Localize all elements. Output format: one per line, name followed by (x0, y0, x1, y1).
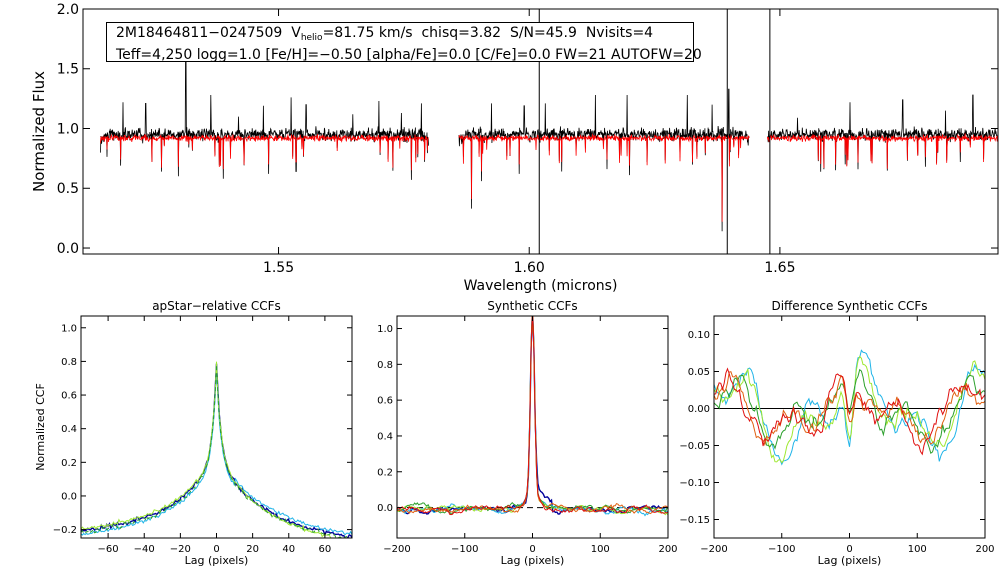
ccf-series-visit-5 (397, 316, 668, 515)
chart-ccf-difference: −200 −100 0 100 200 −0.15 −0.10 −0.05 0.00 0.05 0.… (679, 299, 994, 567)
x-axis-label: Wavelength (microns) (464, 278, 618, 294)
ccf-series-visit-2 (397, 316, 668, 517)
x-axis-label: Lag (pixels) (501, 554, 565, 567)
y-tick-label: 0.0 (61, 491, 77, 502)
y-tick-label: 2.0 (57, 2, 79, 18)
spectrum-info-box: 2M18464811−0247509 Vhelio=81.75 km/s chi… (106, 22, 702, 63)
x-tick-label: −40 (134, 544, 155, 555)
model-spectrum-chip-1 (100, 133, 429, 171)
x-tick-label: 0 (846, 544, 852, 555)
x-axis-label: Lag (pixels) (185, 554, 249, 567)
model-spectrum-chip-3 (767, 133, 998, 169)
y-tick-label: −0.2 (53, 525, 77, 536)
x-tick-label: 200 (658, 544, 677, 555)
y-tick-label: 1.0 (61, 323, 77, 334)
x-tick-label: 1.55 (263, 260, 294, 276)
x-tick-label: −200 (700, 544, 727, 555)
y-tick-label: 0.4 (377, 431, 393, 442)
nvisits-value: Nvisits=4 (585, 25, 654, 41)
x-tick-label: 60 (319, 544, 332, 555)
y-tick-label: 0.05 (688, 367, 710, 378)
x-tick-label: 1.60 (514, 260, 545, 276)
vhelio-value: =81.75 km/s (322, 25, 413, 41)
ccf-series-visit-3 (81, 361, 341, 538)
y-tick-label: 0.5 (57, 181, 79, 197)
y-tick-label: 1.0 (57, 121, 79, 137)
x-tick-label: −60 (98, 544, 119, 555)
observed-spectrum-chip-2 (458, 88, 750, 232)
y-tick-label: 0.2 (61, 458, 77, 469)
y-tick-label: −0.05 (679, 441, 710, 452)
ccf-series-visit-3 (397, 316, 668, 516)
x-tick-label: −20 (170, 544, 191, 555)
plot-area-ccf-synthetic (397, 316, 668, 517)
y-tick-label: 0.4 (61, 424, 77, 435)
vhelio-subscript: helio (300, 33, 323, 43)
ccf-series-visit-4 (397, 316, 668, 515)
ccf-series-visit-4 (714, 371, 985, 447)
info-line-1: 2M18464811−0247509 Vhelio=81.75 km/s chi… (116, 25, 693, 47)
x-tick-label: 0 (213, 544, 219, 555)
y-tick-label: 0.2 (377, 467, 393, 478)
x-tick-label: 1.65 (764, 260, 795, 276)
y-axis-label: Normalized Flux (30, 71, 48, 192)
y-tick-label: 0.10 (688, 330, 710, 341)
observed-spectrum-chip-3 (767, 94, 998, 172)
chart-title: Synthetic CCFs (487, 299, 577, 313)
axes-frame (396, 315, 669, 539)
ccf-series-visit-5 (714, 367, 985, 456)
y-tick-label: −0.15 (679, 515, 710, 526)
x-tick-label: −100 (451, 544, 478, 555)
y-tick-label: 0.6 (377, 396, 393, 407)
x-tick-label: 20 (246, 544, 259, 555)
chart-ccf-apstar: −60 −40 −20 0 20 40 60 −0.2 0.0 0.2 0.4 0.6 0.8 1.0 ap… (34, 299, 353, 567)
ccf-series-visit-1 (397, 316, 668, 515)
x-tick-label: 0 (529, 544, 535, 555)
chart-spectrum: 1.55 1.60 1.65 0.0 0.5 1.0 1.5 2.0 Wavelength (m… (30, 2, 999, 294)
y-tick-label: 1.5 (57, 62, 79, 78)
snr-value: S/N=45.9 (509, 25, 577, 41)
axes-frame (80, 315, 353, 539)
object-id: 2M18464811−0247509 (116, 25, 283, 41)
observed-spectrum-chip-1 (100, 46, 429, 180)
ccf-series-visit-1 (714, 349, 985, 466)
y-axis-label: Normalized CCF (34, 383, 47, 471)
x-tick-label: 200 (975, 544, 994, 555)
ccf-series-visit-2 (714, 355, 985, 464)
chisq-value: chisq=3.82 (421, 25, 502, 41)
y-tick-label: 0.0 (57, 241, 79, 257)
y-tick-label: 0.6 (61, 391, 77, 402)
x-tick-label: 100 (908, 544, 927, 555)
y-tick-label: 1.0 (377, 324, 393, 335)
chart-ccf-synthetic: −200 −100 0 100 200 0.0 0.2 0.4 0.6 0.8 1.0 Synthet… (377, 299, 677, 567)
axes-frame (713, 315, 986, 539)
y-tick-label: 0.0 (377, 503, 393, 514)
y-tick-label: −0.10 (679, 478, 710, 489)
model-spectrum-chip-2 (458, 133, 750, 222)
ccf-series-visit-2 (81, 367, 352, 536)
ccf-series-visit-6 (397, 316, 668, 516)
ccf-series-visit-4 (81, 364, 350, 538)
chart-title: Difference Synthetic CCFs (771, 299, 927, 313)
y-tick-label: 0.8 (377, 360, 393, 371)
x-tick-label: −200 (383, 544, 410, 555)
y-tick-label: 0.00 (688, 404, 710, 415)
plot-area-ccf-difference (714, 349, 985, 466)
vhelio-label: V (291, 25, 301, 41)
y-tick-label: 0.8 (61, 357, 77, 368)
x-axis-label: Lag (pixels) (818, 554, 882, 567)
x-tick-label: 40 (282, 544, 295, 555)
ccf-series-visit-1 (81, 363, 352, 538)
chart-title: apStar−relative CCFs (152, 299, 281, 313)
plot-area-ccf-apstar (81, 361, 352, 538)
x-tick-label: 100 (591, 544, 610, 555)
x-tick-label: −100 (768, 544, 795, 555)
info-line-2: Teff=4,250 logg=1.0 [Fe/H]=−0.50 [alpha/… (116, 47, 702, 63)
axes-frame (82, 8, 999, 255)
